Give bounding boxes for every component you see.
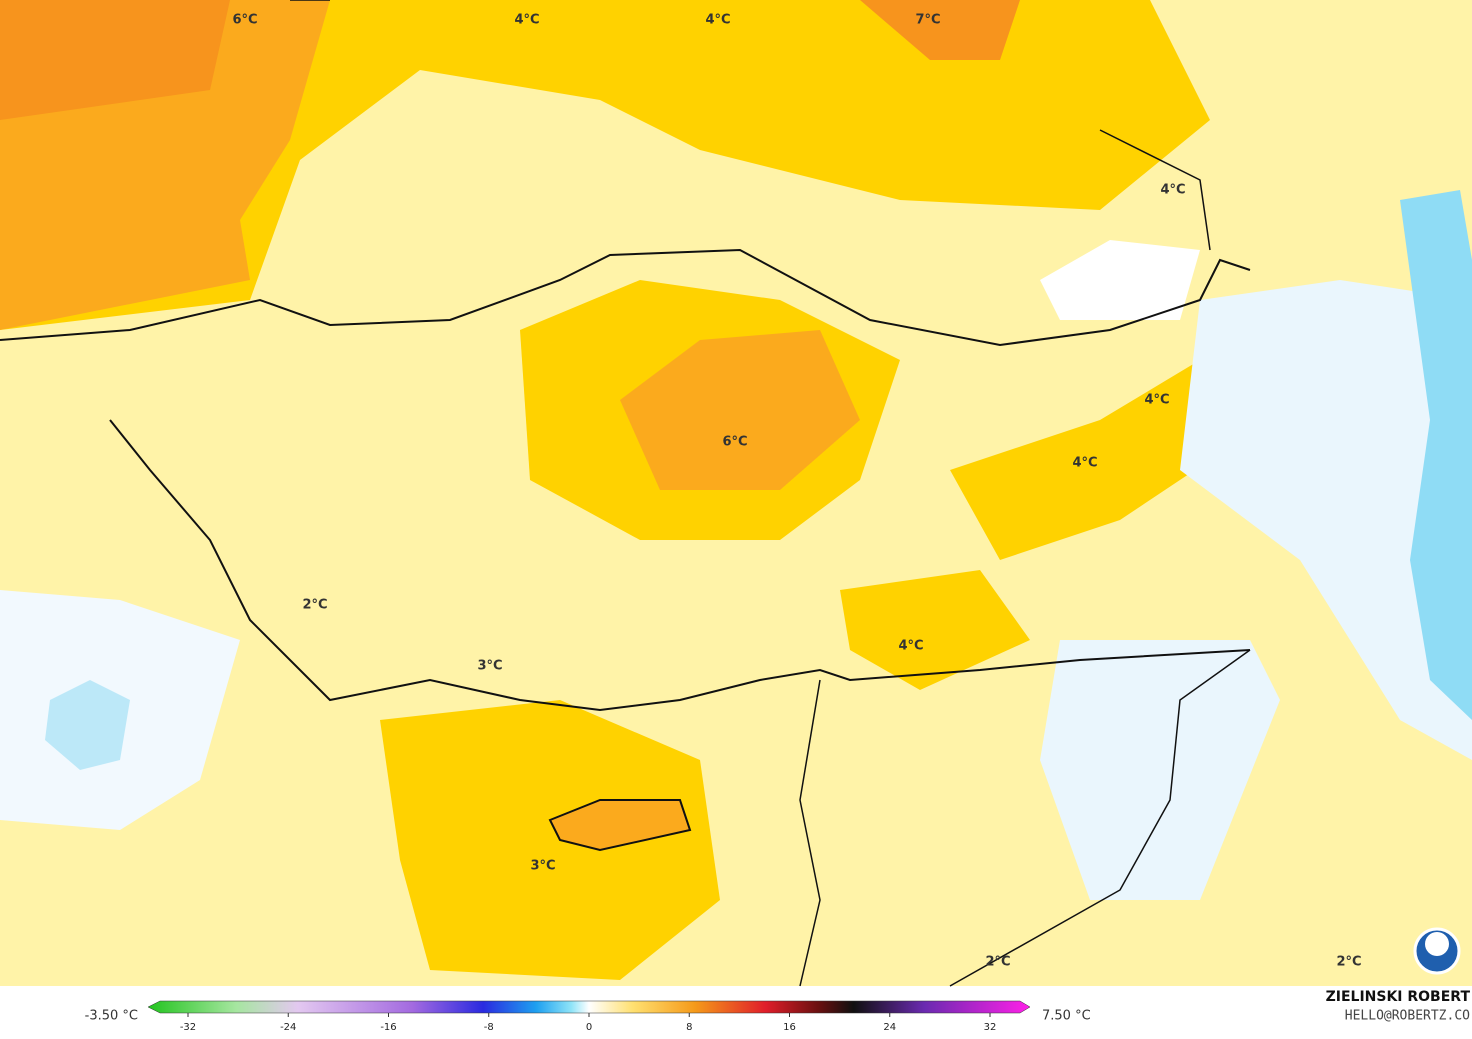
cool-area [1040, 280, 1472, 900]
colorbar-scale [147, 1000, 1031, 1014]
temperature-label: 2°C [302, 598, 327, 613]
temperature-label: 3°C [477, 659, 502, 674]
colorbar-tick-label: -32 [180, 1022, 196, 1033]
colorbar-tick-label: -16 [380, 1022, 396, 1033]
author: ZIELINSKI ROBERT [1326, 989, 1471, 1005]
temperature-label: 4°C [898, 639, 923, 654]
temperature-labels: 6°C 4°C 4°C 7°C 4°C 4°C 6°C 4°C 2°C 4°C … [232, 13, 1361, 970]
temperature-label: 6°C [232, 13, 257, 28]
colorbar-tick-label: 32 [984, 1022, 997, 1033]
cool-area [1040, 240, 1200, 320]
temperature-label: 4°C [1160, 183, 1185, 198]
cyprus [548, 799, 692, 852]
noaa-logo [1413, 927, 1461, 975]
temperature-label: 4°C [705, 13, 730, 28]
cold-area [1400, 190, 1472, 720]
warm-area [380, 700, 720, 980]
temperature-label: 2°C [985, 955, 1010, 970]
border [109, 419, 1251, 712]
colorbar-min: -3.50 °C [85, 1009, 138, 1024]
warmer-area [620, 330, 860, 490]
temperature-label: 3°C [530, 859, 555, 874]
colorbar-tick-label: 24 [883, 1022, 896, 1033]
border [290, 0, 1211, 251]
temperature-label: 6°C [722, 435, 747, 450]
colorbar: -3.50 °C 7.50 °C -32 -24 -16 -8 0 8 16 24 32 [85, 1000, 1091, 1033]
warm-area [840, 360, 1240, 690]
warmest-area [0, 0, 1020, 120]
temperature-label: 4°C [1072, 456, 1097, 471]
colorbar-tick-label: 0 [586, 1022, 592, 1033]
colorbar-tick-label: 16 [783, 1022, 796, 1033]
email: HELLO@ROBERTZ.CO [1345, 1009, 1470, 1024]
temperature-label: 4°C [514, 13, 539, 28]
border [799, 649, 1251, 987]
temperature-label: 4°C [1144, 393, 1169, 408]
colorbar-tick-label: 8 [686, 1022, 692, 1033]
colorbar-tick-label: -8 [484, 1022, 494, 1033]
temperature-label: 2°C [1336, 955, 1361, 970]
colorbar-max: 7.50 °C [1042, 1009, 1091, 1024]
cold-area [45, 680, 130, 770]
colorbar-tick-label: -24 [280, 1022, 296, 1033]
map [0, 0, 1472, 987]
temperature-label: 7°C [915, 13, 940, 28]
coastline [0, 248, 1251, 347]
